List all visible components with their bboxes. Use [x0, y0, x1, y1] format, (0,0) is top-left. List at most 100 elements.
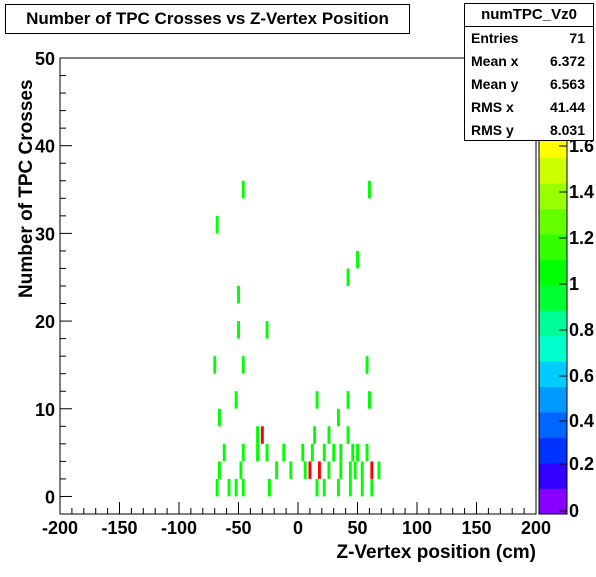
- data-bin: [337, 478, 340, 497]
- data-bin: [322, 478, 326, 497]
- data-bin: [351, 443, 355, 462]
- data-bin: [346, 426, 350, 444]
- data-bin: [356, 250, 359, 269]
- palette-swatch: [539, 259, 567, 286]
- data-bin: [370, 461, 374, 479]
- z-tick-label: 0.8: [569, 320, 594, 340]
- palette-swatch: [539, 310, 567, 337]
- data-bin: [348, 461, 352, 479]
- data-bin: [256, 443, 259, 462]
- stats-label: RMS x: [471, 99, 514, 115]
- stats-value: 41.44: [549, 99, 585, 115]
- data-bin: [301, 443, 305, 462]
- data-bin: [332, 443, 336, 462]
- data-bin: [227, 478, 231, 497]
- data-bin: [218, 408, 221, 427]
- y-tick-label: 40: [35, 137, 55, 157]
- data-bin: [237, 321, 240, 339]
- z-tick-label: 0.2: [569, 454, 594, 474]
- stats-label: Entries: [471, 30, 519, 46]
- stats-row-mean-y: Mean y 6.563: [465, 73, 593, 96]
- data-bin: [348, 478, 352, 497]
- z-tick-label: 0.4: [569, 411, 594, 431]
- data-bin: [365, 443, 369, 462]
- x-tick-label: -100: [161, 518, 197, 538]
- data-bin: [327, 426, 331, 444]
- data-bin: [360, 478, 364, 497]
- palette-swatch: [539, 183, 567, 209]
- y-tick-label: 30: [35, 224, 55, 244]
- data-bin: [268, 478, 271, 497]
- z-tick-label: 1: [569, 274, 579, 294]
- data-bin: [339, 443, 343, 462]
- z-tick-label: 1.6: [569, 136, 594, 156]
- x-tick-label: 100: [402, 518, 432, 538]
- stats-label: Mean y: [471, 76, 519, 92]
- stats-value: 6.372: [549, 53, 585, 69]
- data-bin: [234, 478, 238, 497]
- y-tick-label: 20: [35, 312, 55, 332]
- x-tick-label: -50: [225, 518, 251, 538]
- data-bin: [215, 478, 219, 497]
- data-bin: [310, 443, 314, 462]
- palette-swatch: [539, 412, 567, 438]
- data-bin: [346, 391, 350, 409]
- stats-label: Mean x: [471, 53, 519, 69]
- y-tick-label: 10: [35, 400, 55, 420]
- palette-swatch: [539, 463, 567, 489]
- stats-value: 8.031: [549, 122, 585, 138]
- data-bin: [215, 215, 219, 234]
- data-bin: [241, 180, 245, 199]
- data-bin: [315, 478, 319, 497]
- palette-swatch: [539, 285, 567, 311]
- data-bin: [322, 443, 326, 462]
- data-bin: [213, 356, 217, 374]
- x-tick-label: -200: [42, 518, 78, 538]
- z-tick-label: 1.2: [569, 228, 594, 248]
- palette-swatch: [539, 208, 567, 235]
- data-bin: [337, 408, 340, 427]
- data-bin: [365, 356, 369, 374]
- plot-frame: [59, 57, 537, 515]
- stats-row-rms-y: RMS y 8.031: [465, 119, 593, 142]
- data-bin: [234, 391, 238, 409]
- data-bin: [339, 461, 343, 479]
- data-bin: [327, 461, 331, 479]
- stats-box: numTPC_Vz0 Entries 71 Mean x 6.372 Mean …: [464, 3, 594, 141]
- stats-row-entries: Entries 71: [465, 27, 593, 50]
- data-bin: [318, 461, 321, 479]
- data-bin: [241, 478, 245, 497]
- data-bin: [370, 478, 374, 497]
- data-bin: [260, 426, 264, 444]
- data-bin: [303, 461, 307, 479]
- chart-title: Number of TPC Crosses vs Z-Vertex Positi…: [5, 4, 410, 34]
- data-bin: [282, 443, 286, 462]
- z-tick-label: 0.6: [569, 366, 594, 386]
- x-axis-label: Z-Vertex position (cm): [336, 542, 536, 563]
- y-axis-label: Number of TPC Crosses: [16, 79, 37, 298]
- data-bin: [368, 180, 371, 199]
- stats-value: 6.563: [549, 76, 585, 92]
- z-tick-label: 1.4: [569, 182, 594, 202]
- data-bin: [256, 426, 259, 444]
- data-bin: [239, 461, 243, 479]
- stats-label: RMS y: [471, 122, 514, 138]
- data-bin: [368, 391, 371, 409]
- data-bin: [346, 268, 350, 286]
- x-tick-label: 50: [347, 518, 367, 538]
- x-tick-label: -150: [101, 518, 137, 538]
- data-bin: [353, 461, 357, 479]
- data-bin: [356, 443, 359, 462]
- x-tick-label: 200: [521, 518, 551, 538]
- data-bin: [218, 461, 221, 479]
- data-bin: [265, 321, 269, 339]
- data-bin: [222, 443, 226, 462]
- palette-swatch: [539, 361, 567, 388]
- stats-name: numTPC_Vz0: [465, 4, 593, 27]
- data-bin: [377, 461, 381, 479]
- z-tick-label: 0: [569, 501, 579, 521]
- data-bin: [313, 426, 317, 444]
- palette-swatch: [539, 386, 567, 413]
